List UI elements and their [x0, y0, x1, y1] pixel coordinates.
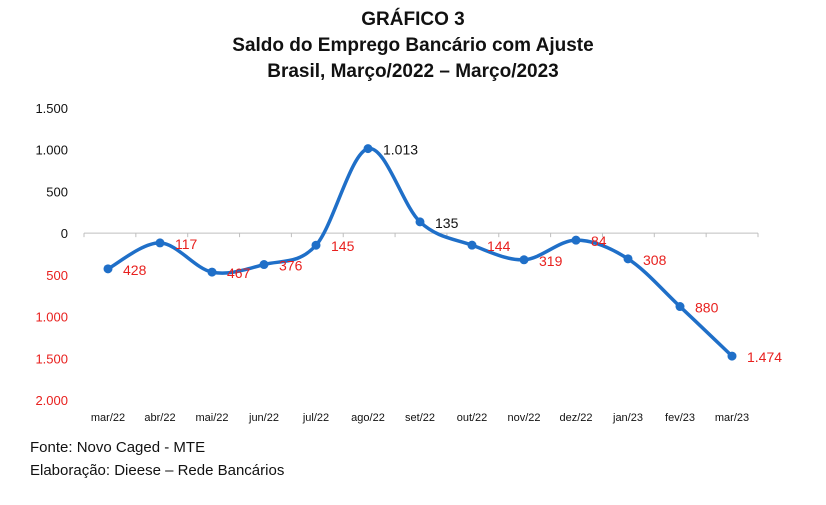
chart-subtitle: Saldo do Emprego Bancário com Ajuste — [232, 35, 594, 56]
x-tick-label: mar/23 — [715, 412, 749, 424]
y-tick-label: 500 — [46, 184, 68, 199]
data-label: 1.474 — [747, 349, 782, 365]
x-tick-label: jan/23 — [612, 412, 643, 424]
chart-title: GRÁFICO 3 — [361, 9, 465, 30]
y-tick-label: 1.000 — [35, 310, 68, 325]
data-label: 376 — [279, 258, 303, 274]
data-label: 428 — [123, 262, 147, 278]
data-label: 308 — [643, 252, 667, 268]
x-tick-label: ago/22 — [351, 412, 385, 424]
y-tick-label: 0 — [61, 226, 68, 241]
x-tick-label: set/22 — [405, 412, 435, 424]
data-point — [571, 235, 581, 245]
data-point — [311, 240, 321, 250]
data-label: 1.013 — [383, 142, 418, 158]
source-note: Fonte: Novo Caged - MTE — [30, 439, 206, 456]
y-tick-label: 500 — [46, 268, 68, 283]
data-point — [103, 264, 113, 274]
y-tick-label: 1.500 — [35, 351, 68, 366]
data-point — [259, 260, 269, 270]
data-label: 117 — [175, 236, 198, 252]
x-tick-label: out/22 — [457, 412, 488, 424]
data-point — [363, 144, 373, 154]
x-tick-label: abr/22 — [144, 412, 175, 424]
chart-period: Brasil, Março/2022 – Março/2023 — [267, 61, 559, 82]
data-point — [415, 217, 425, 227]
data-label: 319 — [539, 253, 563, 269]
x-tick-label: mar/22 — [91, 412, 125, 424]
y-tick-label: 1.000 — [35, 143, 68, 158]
x-tick-label: mai/22 — [195, 412, 228, 424]
data-label: 84 — [591, 233, 607, 249]
data-label: 880 — [695, 300, 719, 316]
data-point — [623, 254, 633, 264]
series-line — [106, 146, 734, 358]
data-point — [207, 267, 217, 277]
data-label: 144 — [487, 238, 511, 254]
data-point — [519, 255, 529, 265]
data-point — [727, 351, 737, 361]
data-point — [675, 302, 685, 312]
y-tick-label: 1.500 — [35, 101, 68, 116]
data-point — [155, 238, 165, 248]
data-point — [467, 240, 477, 250]
x-tick-label: jun/22 — [248, 412, 279, 424]
y-tick-label: 2.000 — [35, 393, 68, 408]
x-tick-label: nov/22 — [507, 412, 540, 424]
data-label: 467 — [227, 265, 251, 281]
x-tick-label: fev/23 — [665, 412, 695, 424]
x-tick-label: jul/22 — [302, 412, 329, 424]
data-label: 135 — [435, 215, 459, 231]
credit-note: Elaboração: Dieese – Rede Bancários — [30, 462, 285, 479]
data-label: 145 — [331, 238, 355, 254]
line-chart: 1.500 1.000 500 0 500 1.000 1.500 2.000 mar/22 ab… — [35, 101, 782, 424]
x-tick-label: dez/22 — [559, 412, 592, 424]
